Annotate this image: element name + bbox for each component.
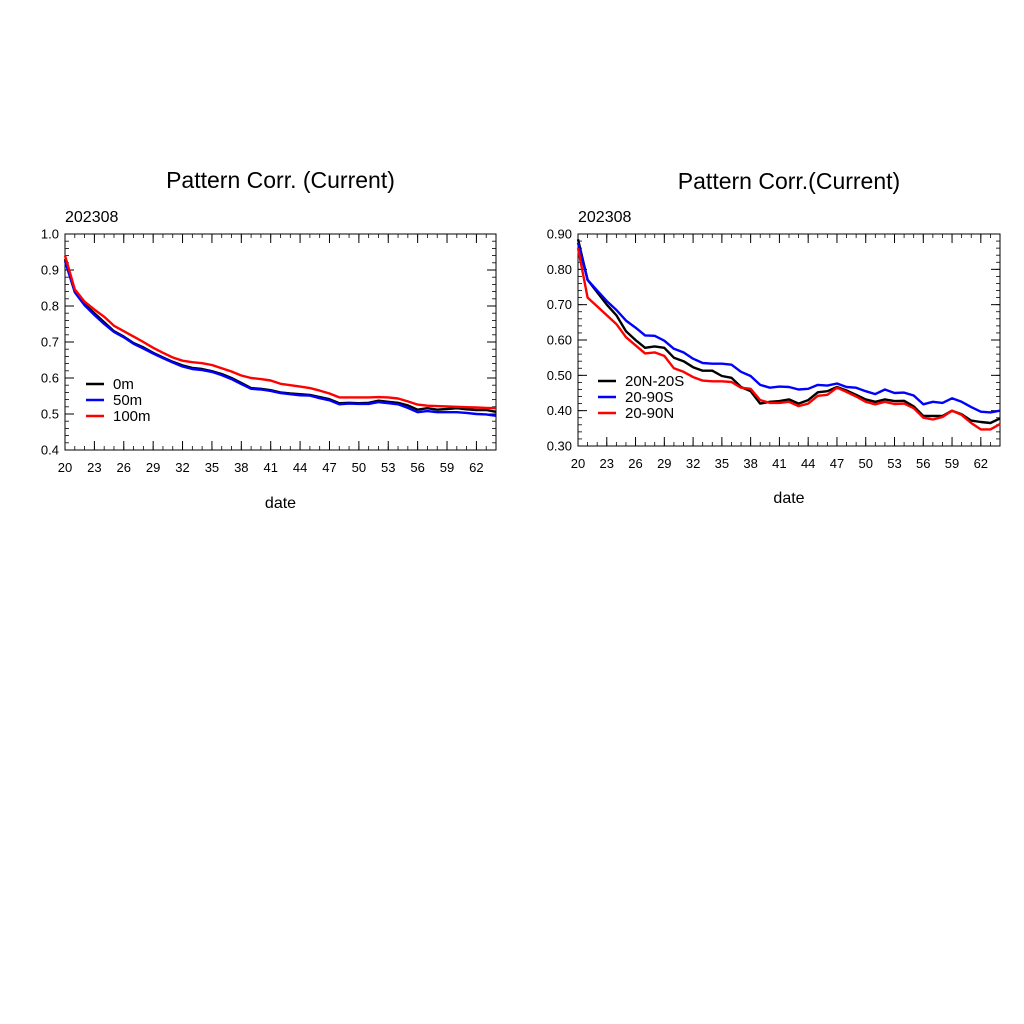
y-tick-label: 0.4 (41, 443, 59, 458)
x-axis-label: date (773, 490, 804, 507)
chart-right: Pattern Corr.(Current) 202308 0.30 0.40 0.50… (547, 168, 1001, 507)
y-tick-label: 0.60 (547, 333, 572, 348)
legend-label: 50m (113, 392, 142, 409)
chart-title: Pattern Corr. (Current) (166, 167, 395, 193)
y-tick-label: 0.30 (547, 439, 572, 454)
x-tick-label: 20 (571, 456, 585, 471)
x-tick-label: 53 (381, 460, 395, 475)
legend-label: 20N-20S (625, 373, 684, 390)
x-tick-label: 62 (974, 456, 988, 471)
x-tick-label: 35 (715, 456, 729, 471)
x-tick-label: 62 (469, 460, 483, 475)
x-tick-label: 41 (772, 456, 786, 471)
y-tick-label: 0.70 (547, 297, 572, 312)
chart-panel-right: Pattern Corr.(Current) 202308 0.30 0.40 0.50… (530, 160, 1024, 520)
x-tick-label: 53 (887, 456, 901, 471)
x-tick-label: 23 (600, 456, 614, 471)
chart-panel-left: Pattern Corr. (Current) 202308 0.4 0.5 0.6 0.… (20, 160, 520, 520)
x-axis-label: date (265, 495, 296, 512)
x-tick-label: 47 (322, 460, 336, 475)
x-tick-label: 26 (117, 460, 131, 475)
y-tick-label: 0.9 (41, 263, 59, 278)
chart-title: Pattern Corr.(Current) (678, 168, 900, 194)
x-tick-label: 29 (657, 456, 671, 471)
x-tick-label: 50 (858, 456, 872, 471)
y-tick-label: 0.90 (547, 227, 572, 242)
y-tick-label: 0.6 (41, 371, 59, 386)
x-tick-label: 38 (234, 460, 248, 475)
y-tick-label: 0.8 (41, 299, 59, 314)
x-tick-label: 20 (58, 460, 72, 475)
series-line-20-90S (576, 242, 1001, 414)
chart-subtitle: 202308 (65, 209, 118, 226)
x-tick-label: 26 (628, 456, 642, 471)
x-tick-label: 29 (146, 460, 160, 475)
chart-subtitle: 202308 (578, 209, 631, 226)
x-tick-label: 56 (410, 460, 424, 475)
series-line-20N-20S (576, 239, 1001, 425)
y-tick-label: 1.0 (41, 227, 59, 242)
legend-label: 20-90S (625, 389, 673, 406)
y-tick-label: 0.50 (547, 368, 572, 383)
y-tick-label: 0.7 (41, 335, 59, 350)
x-tick-label: 35 (205, 460, 219, 475)
x-tick-label: 50 (352, 460, 366, 475)
x-tick-label: 47 (830, 456, 844, 471)
x-tick-label: 38 (743, 456, 757, 471)
y-tick-label: 0.80 (547, 262, 572, 277)
x-tick-label: 23 (87, 460, 101, 475)
x-tick-label: 32 (175, 460, 189, 475)
y-tick-label: 0.40 (547, 403, 572, 418)
series-line-100m (63, 255, 497, 410)
x-tick-label: 32 (686, 456, 700, 471)
x-tick-label: 41 (263, 460, 277, 475)
series-line-20-90N (576, 247, 1001, 431)
x-tick-label: 44 (801, 456, 815, 471)
series-line-50m (63, 260, 497, 417)
legend-label: 20-90N (625, 405, 674, 422)
x-tick-label: 44 (293, 460, 307, 475)
y-tick-label: 0.5 (41, 407, 59, 422)
x-tick-label: 56 (916, 456, 930, 471)
x-tick-label: 59 (945, 456, 959, 471)
chart-left: Pattern Corr. (Current) 202308 0.4 0.5 0.6 0.… (41, 167, 497, 512)
legend-label: 100m (113, 408, 151, 425)
x-tick-label: 59 (440, 460, 454, 475)
legend-label: 0m (113, 376, 134, 393)
